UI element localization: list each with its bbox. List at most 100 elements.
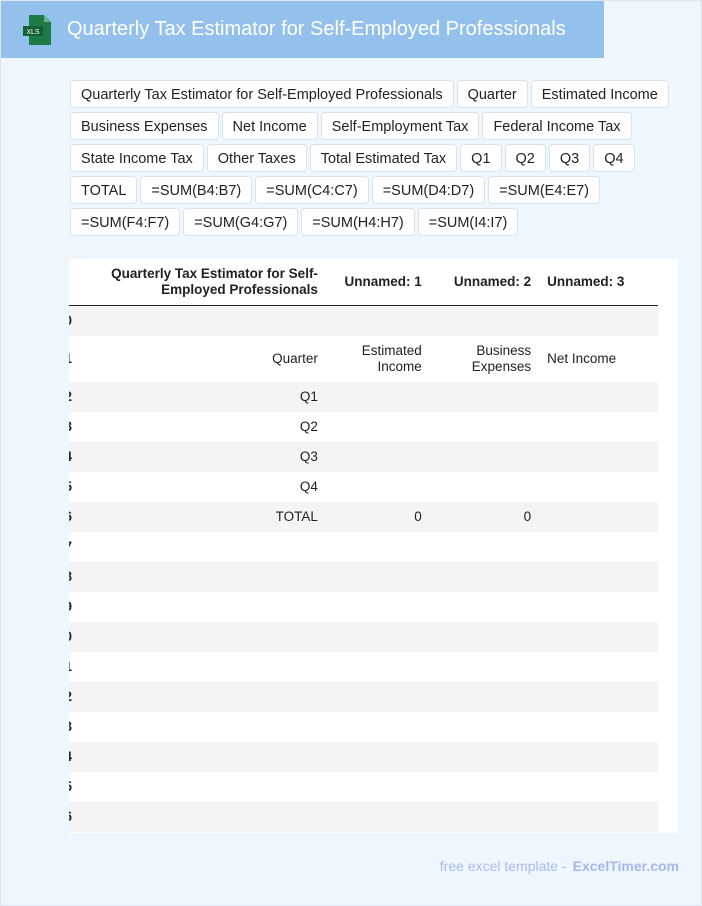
- table-row: 16: [69, 802, 658, 832]
- table-cell: Business Expenses: [471, 343, 532, 374]
- table-cell: [539, 712, 658, 742]
- table-cell: [430, 652, 539, 682]
- table-cell: [539, 382, 658, 412]
- row-index: 6: [69, 502, 77, 532]
- column-chip[interactable]: Quarterly Tax Estimator for Self-Employe…: [70, 80, 454, 108]
- table-cell: [326, 532, 430, 562]
- table-cell: [77, 712, 326, 742]
- table-cell: [326, 472, 430, 502]
- table-cell: [326, 382, 430, 412]
- table-cell: [539, 562, 658, 592]
- row-index: 4: [69, 442, 77, 472]
- column-chip[interactable]: Federal Income Tax: [482, 112, 632, 140]
- table-row: 14: [69, 742, 658, 772]
- column-chip[interactable]: State Income Tax: [70, 144, 204, 172]
- table-cell: TOTAL: [275, 509, 318, 524]
- column-chip[interactable]: Q1: [460, 144, 502, 172]
- table-cell: [326, 562, 430, 592]
- table-cell: [77, 306, 326, 337]
- column-chip[interactable]: =SUM(H4:H7): [301, 208, 415, 236]
- page-title: Quarterly Tax Estimator for Self-Employe…: [67, 18, 566, 40]
- row-index: 8: [69, 562, 77, 592]
- table-cell: [77, 802, 326, 832]
- column-chip[interactable]: =SUM(I4:I7): [417, 208, 519, 236]
- table-cell: [430, 622, 539, 652]
- table-cell: [77, 772, 326, 802]
- table-row: 13: [69, 712, 658, 742]
- column-chip[interactable]: =SUM(B4:B7): [140, 176, 253, 204]
- column-chip[interactable]: Quarter: [456, 80, 528, 108]
- table-cell: [430, 472, 539, 502]
- table-cell: [430, 712, 539, 742]
- data-table-viewport[interactable]: Quarterly Tax Estimator for Self-Employe…: [69, 259, 678, 833]
- table-row: 5 Q4: [69, 472, 658, 502]
- table-cell: [539, 412, 658, 442]
- column-chip[interactable]: Estimated Income: [530, 80, 669, 108]
- column-chip[interactable]: Q4: [593, 144, 635, 172]
- column-chip[interactable]: =SUM(F4:F7): [70, 208, 181, 236]
- column-chip[interactable]: Net Income: [221, 112, 318, 140]
- table-cell: [326, 592, 430, 622]
- column-chip[interactable]: =SUM(C4:C7): [255, 176, 369, 204]
- table-cell: [539, 772, 658, 802]
- table-cell: [77, 592, 326, 622]
- column-chip[interactable]: Self-Employment Tax: [320, 112, 480, 140]
- table-cell: [326, 742, 430, 772]
- row-index: 16: [69, 802, 77, 832]
- table-cell: [539, 742, 658, 772]
- column-chip[interactable]: =SUM(G4:G7): [183, 208, 299, 236]
- column-chip[interactable]: TOTAL: [70, 176, 138, 204]
- table-cell: [539, 592, 658, 622]
- row-index: 9: [69, 592, 77, 622]
- table-row: 15: [69, 772, 658, 802]
- row-index: 15: [69, 772, 77, 802]
- table-row: 6 TOTAL 0 0: [69, 502, 658, 532]
- table-cell: [326, 306, 430, 337]
- table-cell: [430, 682, 539, 712]
- row-index: 1: [69, 336, 77, 382]
- table-cell: [539, 532, 658, 562]
- table-cell: [326, 682, 430, 712]
- table-row: 11: [69, 652, 658, 682]
- row-index: 2: [69, 382, 77, 412]
- table-cell: Q3: [299, 449, 318, 464]
- table-cell: Quarter: [272, 351, 318, 366]
- table-cell: [77, 562, 326, 592]
- table-cell: [77, 622, 326, 652]
- column-header: Quarterly Tax Estimator for Self-Employe…: [77, 259, 326, 306]
- table-row: 3 Q2: [69, 412, 658, 442]
- column-chip[interactable]: Business Expenses: [70, 112, 219, 140]
- index-header: [69, 259, 78, 306]
- table-cell: [326, 412, 430, 442]
- column-header: Unnamed: 1: [325, 259, 430, 306]
- table-cell: Q4: [299, 479, 318, 494]
- table-cell: [430, 772, 539, 802]
- column-chip[interactable]: Q3: [548, 144, 591, 172]
- column-chip[interactable]: Q2: [504, 144, 546, 172]
- row-index: 14: [69, 742, 77, 772]
- table-row: 2 Q1: [69, 382, 658, 412]
- column-chip[interactable]: Total Estimated Tax: [309, 144, 458, 172]
- column-chip[interactable]: Other Taxes: [206, 144, 307, 172]
- table-cell: [539, 502, 658, 532]
- table-cell: [77, 742, 326, 772]
- footer: free excel template - ExcelTimer.com: [440, 858, 679, 874]
- table-cell: 0: [414, 509, 422, 524]
- table-cell: [77, 682, 326, 712]
- data-table: Quarterly Tax Estimator for Self-Employe…: [69, 259, 658, 832]
- row-index: 12: [69, 682, 77, 712]
- xls-icon-label: XLS: [26, 29, 40, 36]
- column-chip[interactable]: =SUM(D4:D7): [371, 176, 486, 204]
- table-row: 7: [69, 532, 658, 562]
- column-chip[interactable]: =SUM(E4:E7): [488, 176, 601, 204]
- table-row: 12: [69, 682, 658, 712]
- footer-brand-link[interactable]: ExcelTimer.com: [572, 858, 679, 874]
- column-header: Unnamed: 3: [539, 259, 658, 306]
- table-row: 4 Q3: [69, 442, 658, 472]
- table-cell: 0: [523, 509, 532, 524]
- table-cell: [430, 306, 539, 337]
- xls-file-icon: XLS: [23, 15, 51, 45]
- table-cell: [326, 442, 430, 472]
- table-cell: [430, 802, 539, 832]
- table-cell: [430, 382, 539, 412]
